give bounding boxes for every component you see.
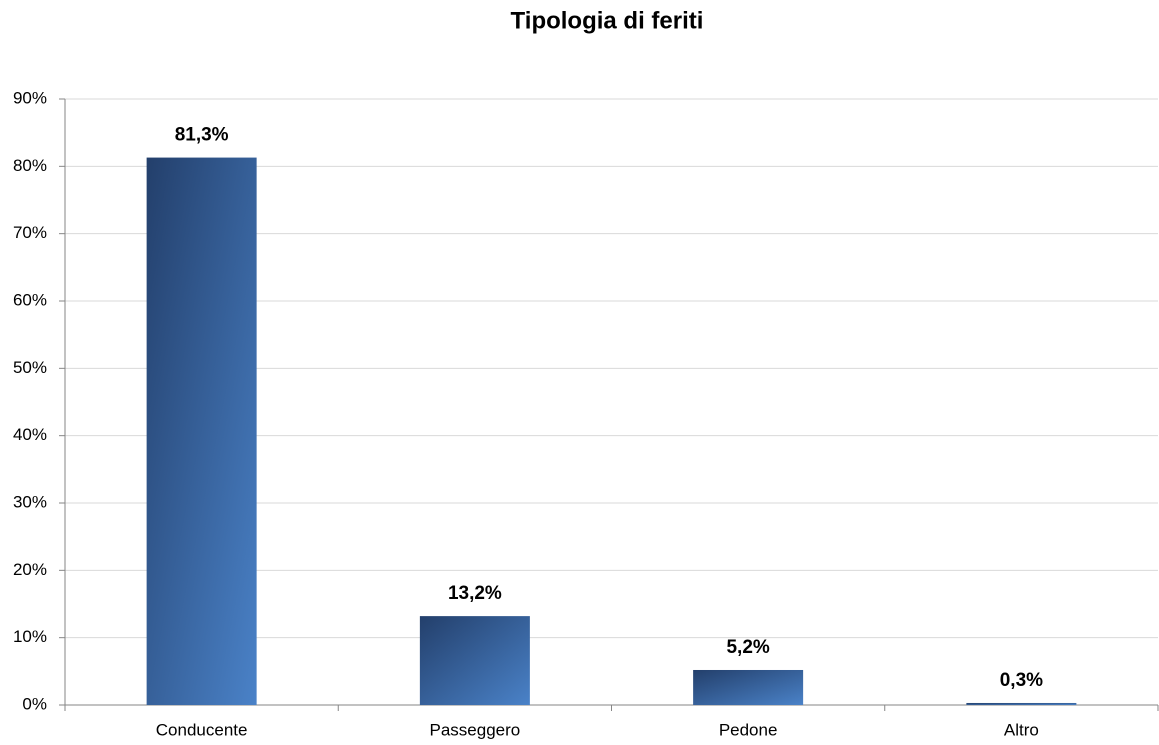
y-tick-label: 30% xyxy=(13,492,47,511)
y-tick-label: 40% xyxy=(13,425,47,444)
x-tick-label: Pedone xyxy=(719,720,778,739)
bar xyxy=(146,157,257,705)
bar xyxy=(419,616,530,705)
chart-title: Tipologia di feriti xyxy=(511,7,704,34)
y-tick-label: 60% xyxy=(13,290,47,309)
x-tick-label: Passeggero xyxy=(430,720,521,739)
y-tick-label: 0% xyxy=(22,694,47,713)
value-label: 0,3% xyxy=(1000,670,1043,691)
bar xyxy=(966,702,1077,705)
x-tick-label: Conducente xyxy=(156,720,248,739)
x-tick-label: Altro xyxy=(1004,720,1039,739)
value-label: 5,2% xyxy=(726,637,769,658)
y-tick-label: 70% xyxy=(13,223,47,242)
bar xyxy=(693,669,804,705)
y-tick-label: 20% xyxy=(13,560,47,579)
value-label: 81,3% xyxy=(175,125,229,146)
y-tick-label: 80% xyxy=(13,156,47,175)
y-tick-label: 90% xyxy=(13,88,47,107)
y-tick-label: 50% xyxy=(13,358,47,377)
value-label: 13,2% xyxy=(448,583,502,604)
y-tick-label: 10% xyxy=(13,627,47,646)
